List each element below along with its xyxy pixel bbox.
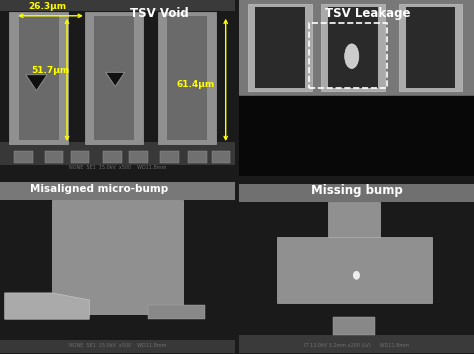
Text: IT 13.0kV 3.2mm x200 (LV)      WD11.8mm: IT 13.0kV 3.2mm x200 (LV) WD11.8mm [304,343,409,348]
Bar [333,318,375,335]
Bar [248,4,312,91]
Text: 51.7μm: 51.7μm [32,66,70,75]
Bar [0,0,235,11]
Bar [167,16,207,141]
Bar [103,151,122,163]
Polygon shape [26,75,47,91]
Bar [45,151,64,163]
Text: NONE  SE1  15.0kV  x500    WD11.8mm: NONE SE1 15.0kV x500 WD11.8mm [69,165,166,170]
Bar [239,335,474,353]
Bar [211,151,230,163]
Text: Missing bump: Missing bump [310,184,402,197]
Text: TSV Void: TSV Void [130,7,189,20]
Bar [85,12,144,144]
Bar [328,201,380,237]
Bar [239,95,474,176]
Ellipse shape [353,271,360,280]
Bar [321,4,385,91]
Bar [129,151,148,163]
Bar [310,23,387,88]
Bar [160,151,179,163]
Bar [157,12,216,144]
Bar [9,12,68,144]
Bar [19,16,59,141]
Bar [406,7,455,88]
Bar [188,151,207,163]
Text: NONE  SE1  15.0kV  x500    WD11.8mm: NONE SE1 15.0kV x500 WD11.8mm [69,343,166,348]
Bar [0,142,235,165]
Bar [255,7,305,88]
Text: 61.4μm: 61.4μm [176,80,215,89]
Ellipse shape [345,44,359,68]
Bar [14,151,33,163]
Bar [94,16,134,141]
Bar [399,4,462,91]
Bar [276,237,432,303]
Bar [52,200,183,314]
Text: Misaligned micro-bump: Misaligned micro-bump [29,184,168,194]
Bar [148,305,205,319]
Bar [0,182,235,200]
Bar [328,7,378,88]
Polygon shape [106,72,125,86]
Polygon shape [5,293,89,319]
Bar [71,151,89,163]
Bar [0,340,235,353]
Bar [239,0,474,95]
Bar [239,184,474,201]
Text: 26.3μm: 26.3μm [28,2,66,11]
Text: TSV Leakage: TSV Leakage [326,7,411,20]
